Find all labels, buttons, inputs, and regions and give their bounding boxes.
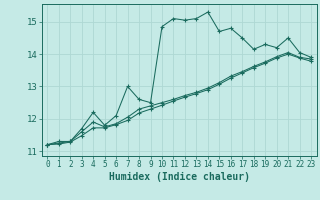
X-axis label: Humidex (Indice chaleur): Humidex (Indice chaleur) xyxy=(109,172,250,182)
